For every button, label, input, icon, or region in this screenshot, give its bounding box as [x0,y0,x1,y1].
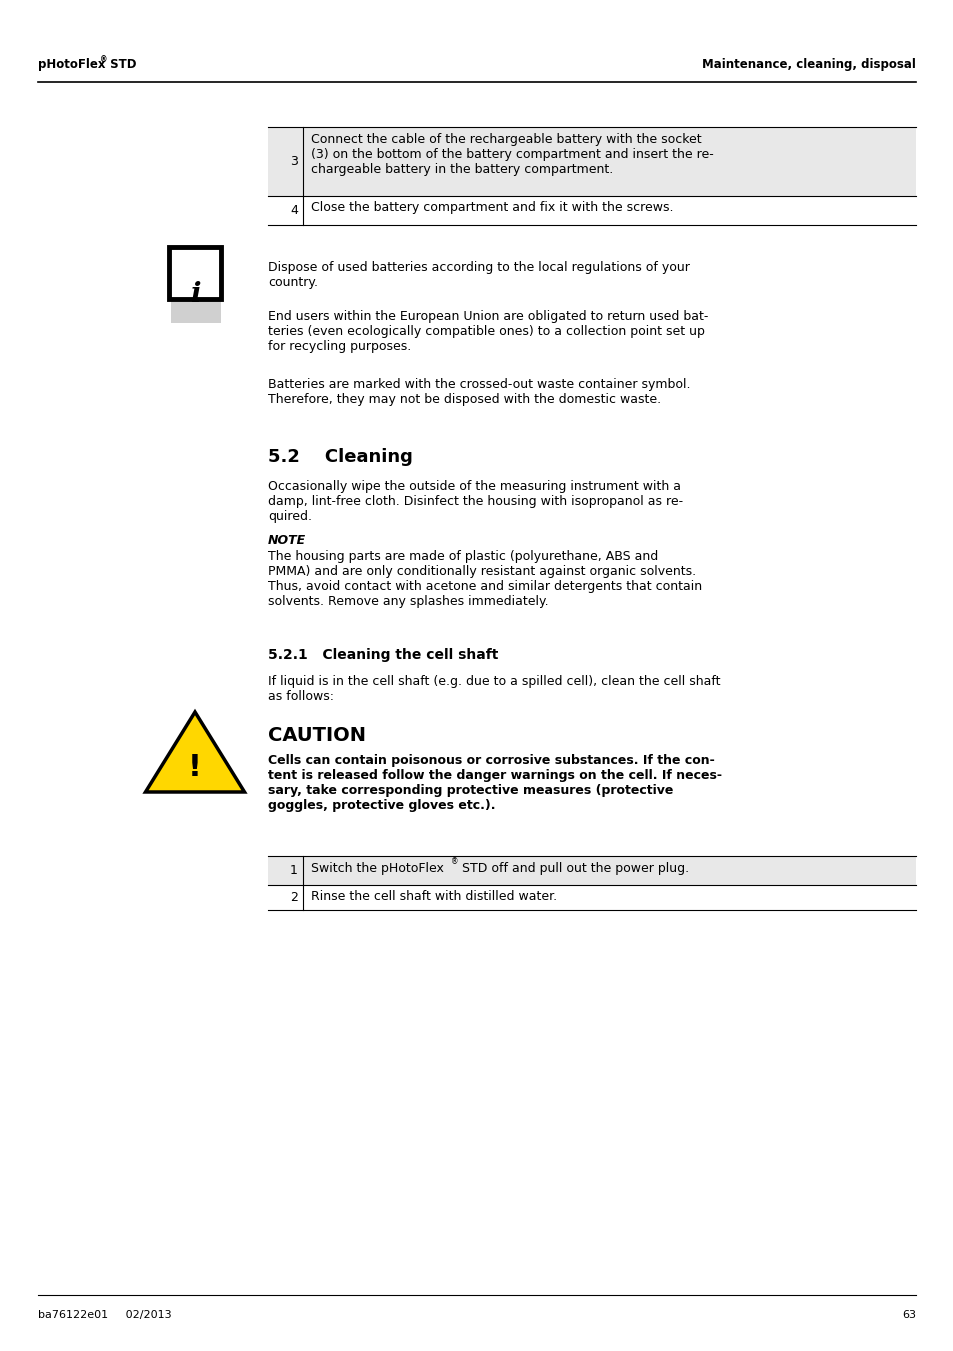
Text: The housing parts are made of plastic (polyurethane, ABS and
PMMA) and are only : The housing parts are made of plastic (p… [268,550,701,608]
FancyBboxPatch shape [268,127,915,196]
Text: Connect the cable of the rechargeable battery with the socket
(3) on the bottom : Connect the cable of the rechargeable ba… [311,132,713,176]
Text: Cells can contain poisonous or corrosive substances. If the con-
tent is release: Cells can contain poisonous or corrosive… [268,754,721,812]
Text: 63: 63 [901,1310,915,1320]
Text: Occasionally wipe the outside of the measuring instrument with a
damp, lint-free: Occasionally wipe the outside of the mea… [268,480,682,523]
Text: pHotoFlex: pHotoFlex [38,58,106,72]
Text: 1: 1 [290,865,297,877]
FancyBboxPatch shape [169,247,221,299]
Polygon shape [146,712,244,792]
Text: Dispose of used batteries according to the local regulations of your
country.: Dispose of used batteries according to t… [268,261,689,289]
Text: Batteries are marked with the crossed-out waste container symbol.
Therefore, the: Batteries are marked with the crossed-ou… [268,378,690,407]
Text: i: i [190,281,200,308]
Text: If liquid is in the cell shaft (e.g. due to a spilled cell), clean the cell shaf: If liquid is in the cell shaft (e.g. due… [268,676,720,703]
Text: 5.2.1   Cleaning the cell shaft: 5.2.1 Cleaning the cell shaft [268,648,497,662]
Text: STD off and pull out the power plug.: STD off and pull out the power plug. [457,862,688,875]
Text: 5.2    Cleaning: 5.2 Cleaning [268,449,413,466]
Text: Maintenance, cleaning, disposal: Maintenance, cleaning, disposal [701,58,915,72]
FancyBboxPatch shape [171,273,221,323]
Text: End users within the European Union are obligated to return used bat-
teries (ev: End users within the European Union are … [268,309,708,353]
Text: 3: 3 [290,155,297,168]
Text: !: ! [188,754,202,782]
Text: 2: 2 [290,892,297,904]
Text: NOTE: NOTE [268,534,306,547]
Text: Close the battery compartment and fix it with the screws.: Close the battery compartment and fix it… [311,201,673,213]
Text: Rinse the cell shaft with distilled water.: Rinse the cell shaft with distilled wate… [311,890,557,902]
Text: CAUTION: CAUTION [268,725,366,744]
Text: ba76122e01     02/2013: ba76122e01 02/2013 [38,1310,172,1320]
Text: ®: ® [451,857,458,866]
Text: ®: ® [100,55,108,65]
FancyBboxPatch shape [268,857,915,885]
Text: STD: STD [106,58,136,72]
Text: 4: 4 [290,204,297,218]
Text: Switch the pHotoFlex: Switch the pHotoFlex [311,862,443,875]
